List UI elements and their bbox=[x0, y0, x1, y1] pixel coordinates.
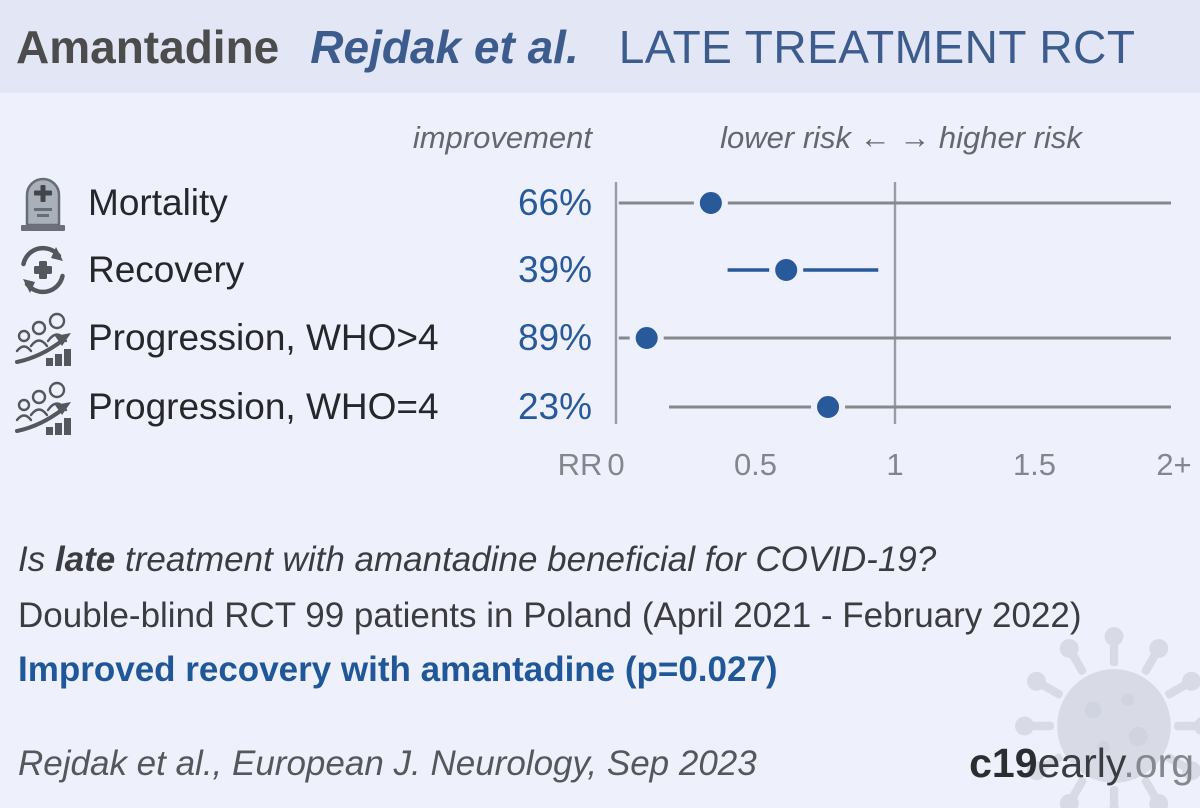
risk-direction-header: lower risk ← → higher risk bbox=[720, 120, 1082, 155]
forest-dot bbox=[632, 324, 661, 352]
treatment-name: Amantadine bbox=[16, 20, 280, 73]
axis-tick: 1.5 bbox=[1012, 447, 1057, 482]
study-name: Rejdak et al. bbox=[310, 20, 579, 73]
outcome-row-progression-who-eq4: Progression, WHO=4 23% bbox=[0, 373, 600, 441]
question-emphasis: late bbox=[54, 540, 116, 579]
forest-dot bbox=[814, 393, 843, 421]
improvement-value: 39% bbox=[517, 249, 592, 290]
outcome-label: Progression, WHO=4 bbox=[88, 386, 439, 427]
brand-suffix: .org bbox=[1123, 740, 1194, 786]
study-finding: Improved recovery with amantadine (p=0.0… bbox=[18, 650, 778, 689]
improvement-value: 89% bbox=[517, 317, 592, 358]
axis-tick: 0 bbox=[607, 447, 625, 482]
outcome-label: Progression, WHO>4 bbox=[88, 317, 439, 358]
question-suffix: treatment with amantadine beneficial for… bbox=[115, 540, 937, 579]
progression-icon bbox=[12, 308, 74, 368]
recovery-icon bbox=[12, 240, 74, 300]
axis-tick: 0.5 bbox=[733, 447, 778, 482]
virus-watermark bbox=[1015, 627, 1200, 808]
brand-bold: c19 bbox=[969, 740, 1038, 786]
question-prefix: Is bbox=[18, 540, 55, 579]
outcome-label: Mortality bbox=[88, 182, 228, 223]
axis-tick: 1 bbox=[886, 447, 904, 482]
header-band: Amantadine Rejdak et al. LATE TREATMENT … bbox=[0, 0, 1200, 93]
citation: Rejdak et al., European J. Neurology, Se… bbox=[18, 744, 757, 783]
outcome-row-mortality: Mortality 66% bbox=[0, 169, 600, 237]
improvement-value: 66% bbox=[517, 182, 592, 223]
brand-logo: c19early.org bbox=[969, 740, 1194, 787]
forest-dot bbox=[772, 256, 801, 284]
outcome-row-recovery: Recovery 39% bbox=[0, 236, 600, 304]
study-type-label: LATE TREATMENT RCT bbox=[618, 20, 1136, 73]
research-question: Is late treatment with amantadine benefi… bbox=[18, 540, 936, 580]
axis-tick: 2+ bbox=[1156, 447, 1192, 482]
study-details: Double-blind RCT 99 patients in Poland (… bbox=[18, 596, 1082, 635]
improvement-value: 23% bbox=[517, 386, 592, 427]
mortality-icon bbox=[12, 173, 74, 233]
improvement-column-header: improvement bbox=[412, 120, 592, 155]
axis-unit-label: RR bbox=[557, 447, 603, 482]
progression-icon bbox=[12, 377, 74, 437]
brand-mid: early bbox=[1037, 740, 1124, 786]
outcome-label: Recovery bbox=[88, 249, 245, 290]
forest-dot bbox=[696, 189, 725, 217]
outcome-row-progression-who-gt4: Progression, WHO>4 89% bbox=[0, 304, 600, 372]
